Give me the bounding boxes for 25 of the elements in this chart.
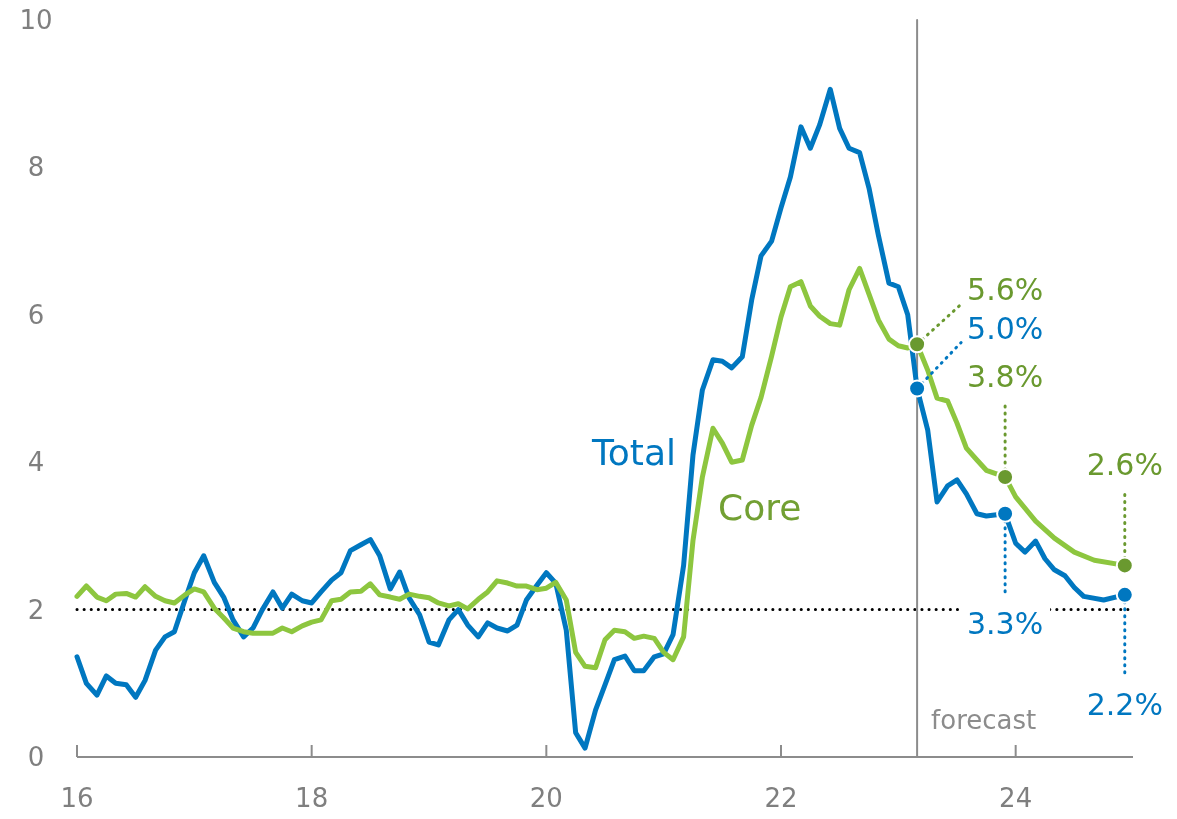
- x-tick-label: 18: [295, 783, 329, 813]
- y-tick-label: 0: [27, 742, 45, 772]
- series-label: Core: [718, 487, 802, 529]
- data-label: 2.2%: [1086, 686, 1163, 722]
- point: [1115, 556, 1134, 575]
- y-tick-label: 4: [27, 447, 45, 478]
- y-tick-label: 2: [27, 594, 45, 625]
- data-label: 3.8%: [967, 358, 1044, 394]
- x-tick-label: 22: [764, 783, 798, 813]
- data-label: 2.6%: [1086, 447, 1163, 483]
- point: [996, 504, 1015, 523]
- data-label: 5.0%: [967, 310, 1044, 346]
- y-tick-label: 6: [27, 299, 45, 330]
- x-tick-label: 24: [999, 783, 1033, 813]
- x-tick-label: 16: [60, 783, 94, 813]
- series-label: Total: [590, 431, 676, 473]
- ref-line-label: forecast: [931, 705, 1037, 735]
- data-label: 5.6%: [967, 272, 1044, 308]
- data-label: 3.3%: [967, 605, 1044, 641]
- x-tick-label: 20: [529, 783, 563, 813]
- y-tick-label: 8: [27, 152, 45, 183]
- point: [908, 379, 927, 398]
- point: [1115, 585, 1134, 604]
- point: [908, 335, 927, 354]
- y-tick-label: 10: [19, 5, 53, 35]
